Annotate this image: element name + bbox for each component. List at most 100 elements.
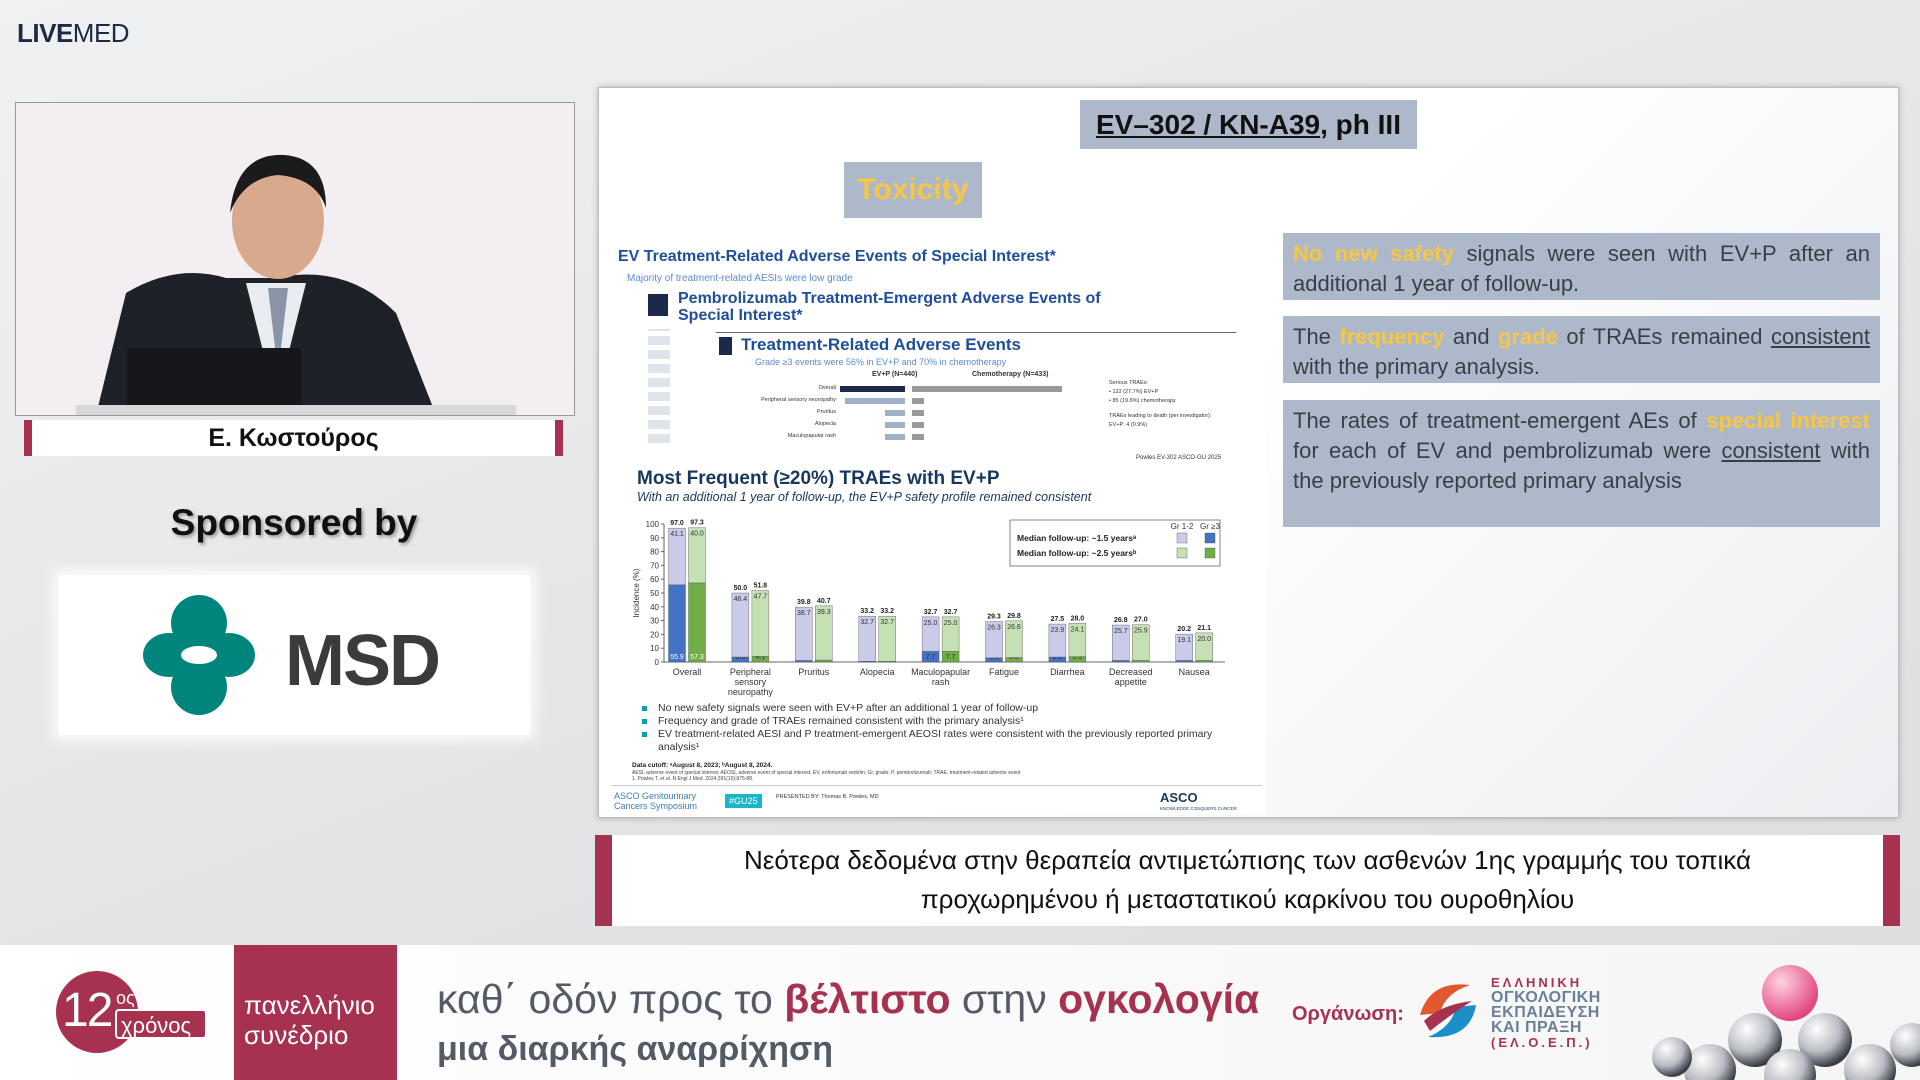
msd-shape xyxy=(143,633,195,677)
ball xyxy=(1762,965,1818,1021)
footnote: Data cutoff: ᵃAugust 8, 2023; ᵇAugust 8,… xyxy=(632,762,773,769)
footnote: AESI, adverse event of special interest;… xyxy=(632,770,1021,776)
total-label: 20.2 xyxy=(1177,626,1191,633)
row-label: Alopecia xyxy=(814,421,836,427)
y-tick-label: 40 xyxy=(650,603,659,612)
value-label: 40.0 xyxy=(690,531,704,538)
total-label: 33.2 xyxy=(880,608,894,615)
value-label: 19.1 xyxy=(1177,637,1191,644)
event-line: πανελλήνιο xyxy=(244,990,375,1020)
ball xyxy=(1798,1013,1852,1067)
bar-segment xyxy=(688,527,706,584)
value-label: 26.6 xyxy=(1007,624,1021,631)
laptop xyxy=(127,348,301,408)
value-label: 25.0 xyxy=(924,620,938,627)
slide-title: EV–302 / KN-A39, ph III xyxy=(1080,100,1417,149)
total-label: 21.1 xyxy=(1197,625,1211,632)
y-tick-label: 20 xyxy=(650,630,659,639)
card-marker xyxy=(648,294,668,316)
bar-segment xyxy=(921,616,940,652)
msd-shape xyxy=(203,633,255,677)
card-source: Powles EV-302 ASCO-GU 2025 xyxy=(1136,455,1222,461)
talk-caption: Νεότερα δεδομένα στην θεραπεία αντιμετώπ… xyxy=(595,835,1900,926)
key-point: The rates of treatment-emergent AEs of s… xyxy=(1283,400,1880,527)
y-tick-label: 0 xyxy=(655,658,660,667)
value-label: 7.7 xyxy=(926,654,936,661)
x-tick-label: Fatigue xyxy=(988,667,1020,677)
card-subtitle: Majority of treatment-related AESIs were… xyxy=(627,273,853,284)
bar-segment xyxy=(1132,624,1150,661)
footnote: 1. Powles T, et al. N Engl J Med. 2024;3… xyxy=(632,776,754,782)
organizer-logo xyxy=(1420,984,1476,1038)
anniversary-logo xyxy=(56,971,207,1053)
bullet: No new safety signals were seen with EV+… xyxy=(642,702,1218,715)
card-rows xyxy=(648,322,670,443)
row-bar-shape xyxy=(885,410,905,416)
row-bar-shape xyxy=(845,398,905,404)
total-label: 40.7 xyxy=(817,598,831,605)
text-run: with the previously reported primary ana… xyxy=(1293,438,1870,493)
bar-segment xyxy=(815,605,833,661)
note: • 85 (19.6%) chemotherapy xyxy=(1109,398,1176,404)
text-run: καθ΄ οδόν προς το xyxy=(437,976,785,1022)
anniversary-number: 12 xyxy=(62,984,113,1037)
hair xyxy=(230,154,326,213)
value-label: 3.9 xyxy=(1073,654,1083,661)
sponsor-label: Sponsored by xyxy=(170,502,418,543)
y-tick-label: 30 xyxy=(650,617,659,626)
total-label: 27.0 xyxy=(1134,617,1148,624)
anniversary-word: χρόνος xyxy=(121,1013,192,1038)
value-label: 25.0 xyxy=(944,620,958,627)
row-bar-shape xyxy=(912,422,924,428)
caption-line: Νεότερα δεδομένα στην θεραπεία αντιμετώπ… xyxy=(743,845,1752,875)
ball xyxy=(1890,1023,1920,1067)
x-tick-label: Overall xyxy=(672,667,702,677)
logo-swirl xyxy=(1424,1001,1472,1031)
total-label: 26.8 xyxy=(1114,617,1128,624)
bar-segment xyxy=(688,582,706,663)
tagline-sub: μια διαρκής αναρρίχηση xyxy=(437,1030,834,1068)
value-label: 32.7 xyxy=(880,619,894,626)
value-label: 57.3 xyxy=(690,654,704,661)
speaker-video xyxy=(15,102,575,416)
total-label: 27.5 xyxy=(1051,616,1065,623)
hashtag: #GU25 xyxy=(725,794,762,808)
speaker-name: Ε. Κωστούρος xyxy=(24,420,563,456)
bar-segment xyxy=(1112,624,1130,661)
legend-column: Gr ≥3 xyxy=(1200,522,1221,531)
logo-regular: MED xyxy=(72,18,130,48)
text-run: consistent xyxy=(1770,324,1870,349)
value-label: 7.7 xyxy=(946,654,956,661)
organizer-label: Οργάνωση: xyxy=(1292,1003,1404,1025)
total-label: 29.8 xyxy=(1007,613,1021,620)
total-label: 28.0 xyxy=(1071,615,1085,622)
value-label: 39.3 xyxy=(817,609,831,616)
y-tick-label: 70 xyxy=(650,561,659,570)
text-run: EV–302 / KN-A39 xyxy=(1096,109,1321,140)
bar-segment xyxy=(751,590,770,657)
bar-segment xyxy=(858,615,876,662)
row-label: Overall xyxy=(818,385,836,391)
asco-tagline: KNOWLEDGE CONQUERS CANCER xyxy=(1160,806,1237,811)
row-bar-shape xyxy=(912,398,924,404)
bar-segment xyxy=(1048,623,1067,658)
bullet: Frequency and grade of TRAEs remained co… xyxy=(642,715,1218,728)
text-run: ογκολογία xyxy=(1058,976,1260,1022)
anniversary-pill xyxy=(115,1009,207,1039)
sponsor-logo-box xyxy=(59,575,530,735)
head xyxy=(232,163,324,279)
society: ASCO Genitourinary Cancers Symposium xyxy=(614,791,698,811)
bullet: EV treatment-related AESI and P treatmen… xyxy=(642,728,1218,754)
value-label: 3.6 xyxy=(736,654,746,661)
bar-segment xyxy=(1005,620,1023,658)
legend-column: Gr 1-2 xyxy=(1171,522,1194,531)
row-bar-shape xyxy=(840,386,905,392)
x-tick-label: Pruritus xyxy=(798,667,830,677)
x-tick-label: Peripheral sensory neuropathy xyxy=(727,667,773,697)
row-label: Maculopapular rash xyxy=(787,433,836,439)
total-label: 97.3 xyxy=(690,520,704,527)
row-label: Peripheral sensory neuropathy xyxy=(761,397,836,403)
anniversary-suffix: ος xyxy=(116,988,135,1008)
brand-logo: LIVEMED xyxy=(17,18,130,49)
